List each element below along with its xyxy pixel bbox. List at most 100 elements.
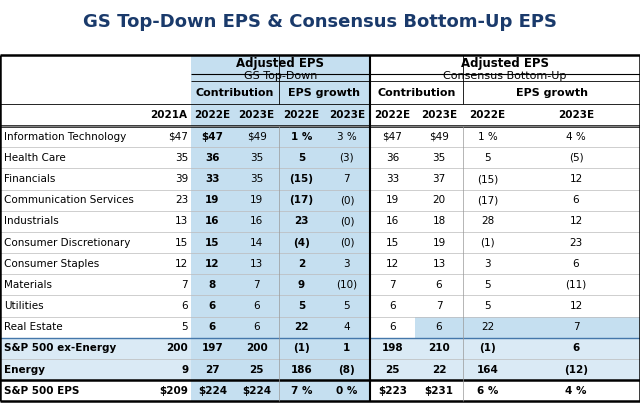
Bar (324, 126, 370, 147)
Bar (0, 317, 640, 338)
Text: EPS growth: EPS growth (289, 88, 360, 98)
Text: 6: 6 (572, 344, 580, 353)
Bar (415, 317, 463, 338)
Text: 6: 6 (573, 195, 579, 205)
Bar (0, 232, 640, 253)
Bar (324, 295, 370, 317)
Bar (279, 338, 324, 359)
Bar (324, 55, 370, 81)
Bar (191, 274, 234, 295)
Bar (324, 147, 370, 168)
Bar (0, 253, 640, 274)
Text: 9: 9 (298, 280, 305, 290)
Text: 12: 12 (570, 174, 582, 184)
Bar (234, 317, 279, 338)
Text: 1 %: 1 % (478, 132, 497, 142)
Bar (0, 168, 640, 190)
Text: 25: 25 (250, 365, 264, 374)
Text: 16: 16 (386, 217, 399, 226)
Text: 13: 13 (175, 217, 188, 226)
Text: 5: 5 (298, 153, 305, 163)
Text: 197: 197 (202, 344, 223, 353)
Text: (1): (1) (479, 344, 496, 353)
Text: Real Estate: Real Estate (4, 322, 63, 332)
Text: 7: 7 (182, 280, 188, 290)
Text: Industrials: Industrials (4, 217, 59, 226)
Text: 28: 28 (481, 217, 494, 226)
Bar (234, 126, 279, 147)
Text: (0): (0) (340, 238, 354, 247)
Text: 5: 5 (182, 322, 188, 332)
Bar (191, 211, 234, 232)
Text: (11): (11) (565, 280, 587, 290)
Bar (191, 126, 234, 147)
Text: 12: 12 (570, 301, 582, 311)
Bar (0, 338, 640, 359)
Bar (234, 55, 279, 81)
Text: 23: 23 (294, 217, 308, 226)
Text: (5): (5) (569, 153, 583, 163)
Text: 12: 12 (205, 259, 220, 269)
Text: 2022E: 2022E (374, 110, 410, 120)
Text: $49: $49 (429, 132, 449, 142)
Bar (191, 295, 234, 317)
Bar (0, 147, 640, 168)
Text: 6: 6 (182, 301, 188, 311)
Bar (0, 359, 640, 380)
Text: 35: 35 (433, 153, 445, 163)
Text: $231: $231 (424, 386, 454, 396)
Bar (324, 211, 370, 232)
Bar (324, 168, 370, 190)
Text: 3: 3 (344, 259, 350, 269)
Bar (191, 168, 234, 190)
Text: 2022E: 2022E (284, 110, 319, 120)
Text: 186: 186 (291, 365, 312, 374)
Bar (324, 190, 370, 211)
Bar (0, 380, 640, 401)
Text: 22: 22 (432, 365, 446, 374)
Text: 2023E: 2023E (558, 110, 594, 120)
Bar (191, 380, 234, 401)
Text: 6: 6 (253, 322, 260, 332)
Text: Consumer Discretionary: Consumer Discretionary (4, 238, 130, 247)
Text: 7: 7 (253, 280, 260, 290)
Bar (234, 211, 279, 232)
Text: Contribution: Contribution (378, 88, 456, 98)
Text: 9: 9 (181, 365, 188, 374)
Text: $224: $224 (242, 386, 271, 396)
Bar (279, 190, 324, 211)
Bar (279, 232, 324, 253)
Bar (279, 81, 324, 104)
Bar (234, 232, 279, 253)
Text: (1): (1) (481, 238, 495, 247)
Bar (234, 274, 279, 295)
Text: $47: $47 (202, 132, 223, 142)
Text: 6: 6 (436, 322, 442, 332)
Text: 6: 6 (209, 301, 216, 311)
Bar (279, 168, 324, 190)
Text: 2023E: 2023E (329, 110, 365, 120)
Text: (8): (8) (339, 365, 355, 374)
Text: $209: $209 (159, 386, 188, 396)
Text: Health Care: Health Care (4, 153, 65, 163)
Text: 5: 5 (484, 153, 491, 163)
Text: (17): (17) (477, 195, 499, 205)
Text: Information Technology: Information Technology (4, 132, 126, 142)
Text: 6: 6 (209, 322, 216, 332)
Text: $47: $47 (382, 132, 403, 142)
Text: 164: 164 (477, 365, 499, 374)
Text: 12: 12 (386, 259, 399, 269)
Text: Consumer Staples: Consumer Staples (4, 259, 99, 269)
Bar (279, 104, 324, 126)
Text: 39: 39 (175, 174, 188, 184)
Bar (279, 126, 324, 147)
Text: 13: 13 (433, 259, 445, 269)
Bar (324, 274, 370, 295)
Text: 6: 6 (253, 301, 260, 311)
Bar (279, 380, 324, 401)
Text: 4 %: 4 % (566, 132, 586, 142)
Text: 200: 200 (166, 344, 188, 353)
Text: S&P 500 EPS: S&P 500 EPS (4, 386, 79, 396)
Text: 36: 36 (386, 153, 399, 163)
Text: (15): (15) (289, 174, 314, 184)
